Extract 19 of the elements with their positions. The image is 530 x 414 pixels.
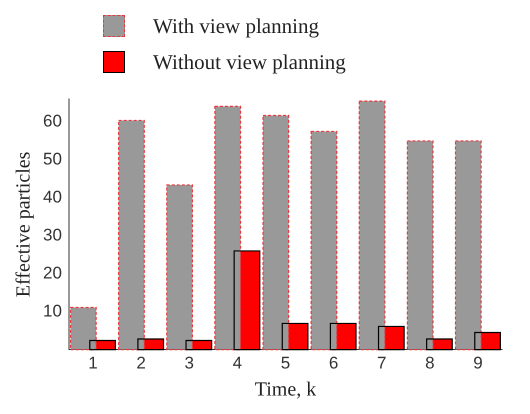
x-tick-label: 9: [473, 353, 483, 372]
x-tick-label: 2: [136, 353, 146, 372]
y-axis-title: Effective particles: [12, 151, 34, 298]
x-tick-label: 6: [328, 353, 338, 372]
y-tick-label: 50: [42, 150, 62, 169]
x-axis-title: Time, k: [254, 378, 316, 400]
x-tick-label: 8: [425, 353, 435, 372]
x-tick-label: 3: [184, 353, 194, 372]
legend-label: With view planning: [153, 14, 319, 38]
y-tick-label: 10: [42, 301, 62, 320]
y-tick-label: 60: [42, 112, 62, 131]
y-tick-label: 40: [42, 188, 62, 207]
y-tick-label: 20: [42, 263, 62, 282]
legend-label: Without view planning: [153, 50, 346, 74]
x-tick-label: 1: [88, 353, 98, 372]
x-tick-label: 4: [232, 353, 242, 372]
y-tick-label: 30: [42, 225, 62, 244]
x-tick-label: 7: [376, 353, 386, 372]
x-tick-label: 5: [280, 353, 290, 372]
